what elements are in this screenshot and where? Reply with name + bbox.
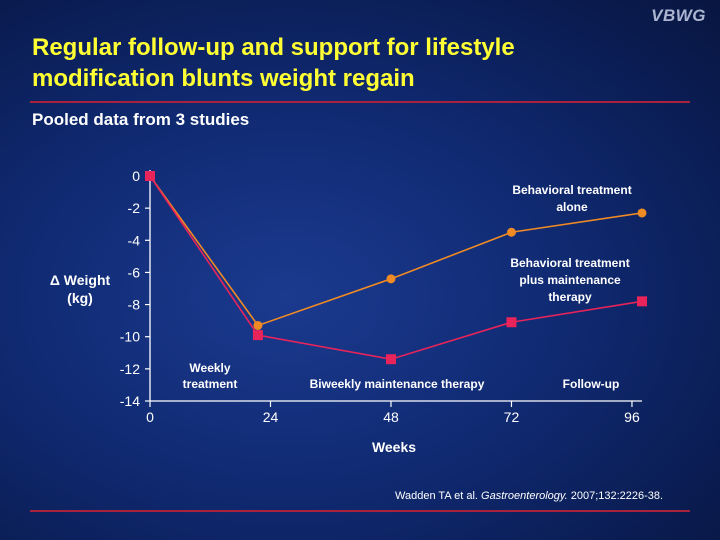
footer-divider (30, 510, 690, 512)
x-tick-label: 24 (263, 409, 279, 425)
y-tick-label: -14 (120, 393, 140, 409)
x-tick-label: 96 (624, 409, 640, 425)
y-tick-label: -6 (128, 264, 141, 280)
slide-title-line-1: Regular follow-up and support for lifest… (32, 34, 515, 61)
slide-subtitle: Pooled data from 3 studies (32, 110, 250, 129)
y-tick-label: -4 (128, 232, 141, 248)
title-divider (30, 101, 690, 103)
slide-title-line-2: modification blunts weight regain (32, 65, 415, 92)
series-label: alone (556, 200, 588, 214)
y-tick-label: -10 (120, 329, 140, 345)
x-axis-title: Weeks (372, 439, 416, 455)
y-axis-title-line-2: (kg) (67, 290, 93, 306)
citation-details: 2007;132:2226-38. (570, 490, 664, 502)
phase-label: Biweekly maintenance therapy (310, 377, 485, 391)
y-tick-label: -8 (128, 297, 141, 313)
series-label: plus maintenance (519, 273, 621, 287)
x-tick-label: 0 (146, 409, 154, 425)
data-point (506, 227, 516, 237)
series-label: Behavioral treatment (512, 183, 631, 197)
citation-journal: Gastroenterology. (481, 490, 568, 502)
citation: Wadden TA et al. Gastroenterology. 2007;… (395, 490, 663, 502)
citation-authors: Wadden TA et al. (395, 490, 478, 502)
vbwg-logo: VBWG (651, 6, 706, 25)
x-tick-label: 48 (383, 409, 399, 425)
phase-label: Follow-up (563, 377, 620, 391)
series-label: therapy (548, 290, 592, 304)
phase-label: Weekly (189, 361, 230, 375)
data-point (637, 208, 647, 218)
y-axis-title-line-1: Δ Weight (50, 272, 111, 288)
data-point (145, 171, 155, 181)
data-point (253, 320, 263, 330)
data-point (506, 317, 517, 328)
data-point (637, 296, 647, 307)
data-point (252, 330, 263, 341)
series-label: Behavioral treatment (510, 256, 629, 270)
data-point (385, 354, 396, 365)
phase-label: treatment (183, 377, 238, 391)
y-tick-label: -12 (120, 361, 140, 377)
slide-title: Regular follow-up and support for lifest… (32, 32, 672, 94)
x-tick-label: 72 (504, 409, 520, 425)
data-point (386, 274, 396, 284)
y-tick-label: -2 (128, 200, 141, 216)
y-tick-label: 0 (132, 168, 140, 184)
